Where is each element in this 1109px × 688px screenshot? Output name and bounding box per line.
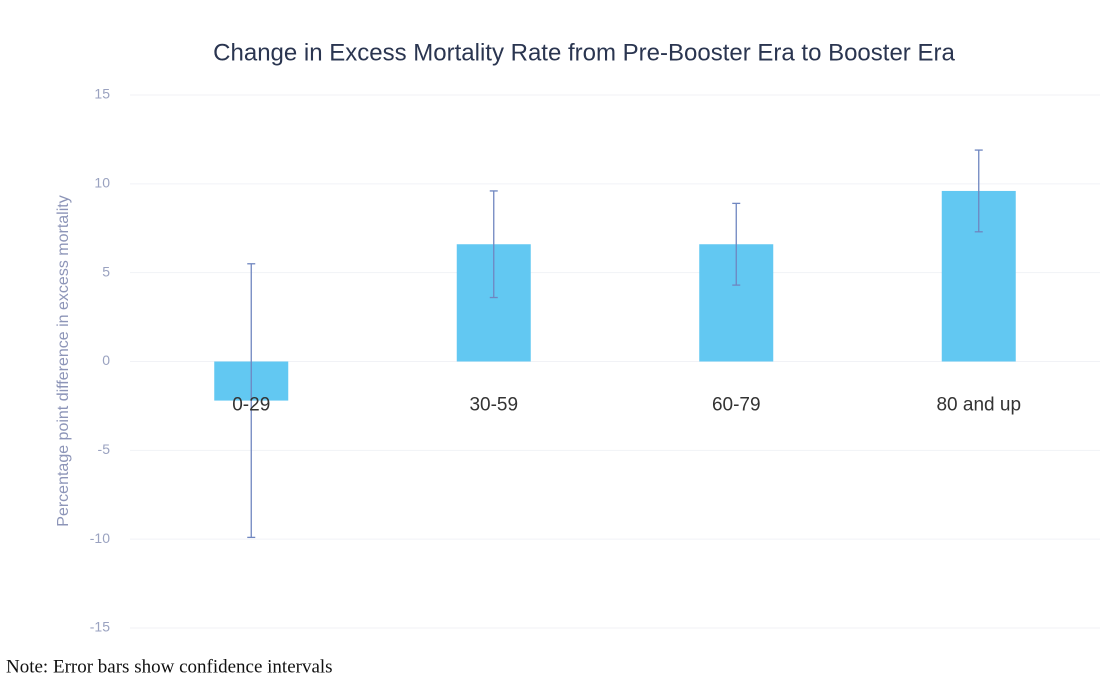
x-tick-label: 80 and up — [936, 395, 1021, 416]
x-tick-label: 0-29 — [232, 395, 270, 416]
x-tick-label: 60-79 — [712, 395, 761, 416]
error-bar — [732, 202, 741, 286]
y-axis-label: Percentage point difference in excess mo… — [55, 195, 72, 526]
note: Note: Error bars show confidence interva… — [6, 656, 333, 677]
y-tick-label: -10 — [90, 530, 110, 546]
error-bar — [974, 149, 983, 233]
y-tick-label: 5 — [102, 263, 110, 279]
y-tick-label: -15 — [90, 619, 110, 635]
x-tick-label: 30-59 — [469, 395, 518, 416]
chart-title: Change in Excess Mortality Rate from Pre… — [213, 39, 955, 66]
error-bar — [247, 263, 256, 539]
y-tick-label: 10 — [94, 175, 110, 191]
y-tick-label: 0 — [102, 352, 110, 368]
error-bar — [489, 190, 498, 299]
y-tick-label: -5 — [98, 441, 111, 457]
y-tick-label: 15 — [94, 86, 110, 102]
